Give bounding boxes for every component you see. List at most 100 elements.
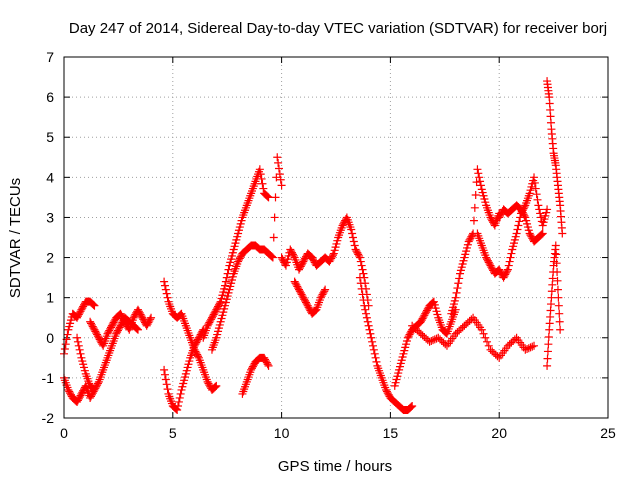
data-point bbox=[524, 344, 533, 353]
data-point bbox=[176, 310, 185, 319]
data-point bbox=[408, 401, 417, 410]
data-point bbox=[355, 251, 364, 260]
data-point bbox=[554, 293, 563, 302]
chart-title: Day 247 of 2014, Sidereal Day-to-day VTE… bbox=[69, 20, 607, 37]
data-point bbox=[476, 181, 485, 190]
x-tick-label: 5 bbox=[169, 425, 177, 441]
data-point bbox=[76, 349, 85, 358]
data-point bbox=[173, 405, 182, 414]
data-point bbox=[355, 273, 364, 282]
data-point bbox=[484, 341, 493, 350]
data-point bbox=[368, 341, 377, 350]
data-point bbox=[530, 178, 539, 187]
data-point bbox=[221, 277, 230, 286]
data-point bbox=[514, 221, 523, 230]
data-point bbox=[551, 241, 560, 250]
data-point bbox=[427, 336, 436, 345]
data-point bbox=[523, 345, 532, 354]
data-point bbox=[503, 267, 512, 276]
series-trace-j bbox=[277, 213, 373, 310]
data-point bbox=[273, 153, 282, 162]
data-point bbox=[355, 253, 364, 262]
y-tick-label: 6 bbox=[46, 89, 54, 105]
data-point bbox=[175, 393, 184, 402]
data-point bbox=[537, 230, 546, 239]
data-point bbox=[451, 293, 460, 302]
data-point bbox=[512, 229, 521, 238]
data-point bbox=[356, 279, 365, 288]
data-point bbox=[556, 325, 565, 334]
data-point bbox=[361, 305, 370, 314]
data-point bbox=[359, 296, 368, 305]
data-point bbox=[503, 265, 512, 274]
data-point bbox=[74, 341, 83, 350]
data-point bbox=[89, 300, 98, 309]
data-point bbox=[368, 337, 377, 346]
y-tick-label: 5 bbox=[46, 129, 54, 145]
data-point bbox=[472, 178, 481, 187]
data-point bbox=[268, 252, 277, 261]
data-point bbox=[520, 211, 529, 220]
data-point bbox=[162, 289, 171, 298]
data-point bbox=[467, 315, 476, 324]
data-point bbox=[264, 193, 273, 202]
y-tick-label: 1 bbox=[46, 290, 54, 306]
y-tick-label: 0 bbox=[46, 330, 54, 346]
data-point bbox=[553, 285, 562, 294]
data-point bbox=[349, 237, 358, 246]
x-tick-label: 10 bbox=[274, 425, 290, 441]
data-point bbox=[222, 273, 231, 282]
series-trace-b bbox=[60, 297, 99, 358]
data-point bbox=[455, 274, 464, 283]
data-point bbox=[474, 169, 483, 178]
data-point bbox=[530, 173, 539, 182]
data-point bbox=[212, 381, 221, 390]
data-point bbox=[259, 184, 268, 193]
data-point bbox=[270, 213, 279, 222]
data-point bbox=[176, 389, 185, 398]
data-point bbox=[372, 357, 381, 366]
data-point bbox=[88, 300, 97, 309]
data-point bbox=[61, 340, 70, 349]
series-trace-p bbox=[473, 173, 552, 282]
data-point bbox=[429, 336, 438, 345]
series-trace-r bbox=[543, 77, 567, 238]
y-tick-label: 3 bbox=[46, 209, 54, 225]
data-point bbox=[161, 285, 170, 294]
data-point bbox=[162, 380, 171, 389]
data-point bbox=[211, 382, 220, 391]
y-axis-label: SDTVAR / TECUs bbox=[7, 178, 24, 298]
data-point bbox=[73, 337, 82, 346]
series-trace-n bbox=[408, 313, 539, 362]
x-tick-label: 0 bbox=[60, 425, 68, 441]
data-point bbox=[215, 299, 224, 308]
data-point bbox=[432, 334, 441, 343]
y-tick-label: 4 bbox=[46, 169, 54, 185]
data-point bbox=[536, 231, 545, 240]
data-point bbox=[530, 341, 539, 350]
data-point bbox=[269, 233, 278, 242]
x-axis-label: GPS time / hours bbox=[278, 458, 392, 475]
data-point bbox=[363, 317, 372, 326]
data-point bbox=[274, 164, 283, 173]
data-point bbox=[163, 385, 172, 394]
data-point bbox=[536, 209, 545, 218]
data-point bbox=[506, 253, 515, 262]
data-point bbox=[477, 325, 486, 334]
data-point bbox=[224, 265, 233, 274]
data-point bbox=[442, 328, 451, 337]
data-point bbox=[132, 324, 141, 333]
data-point bbox=[257, 174, 266, 183]
data-point bbox=[133, 325, 142, 334]
data-point bbox=[535, 205, 544, 214]
data-point bbox=[364, 321, 373, 330]
data-point bbox=[146, 315, 155, 324]
data-point bbox=[534, 201, 543, 210]
data-point bbox=[63, 330, 72, 339]
data-point bbox=[160, 277, 169, 286]
series-trace-o bbox=[447, 165, 504, 318]
data-point bbox=[479, 329, 488, 338]
data-point bbox=[468, 231, 477, 240]
data-point bbox=[362, 313, 371, 322]
data-point bbox=[453, 284, 462, 293]
